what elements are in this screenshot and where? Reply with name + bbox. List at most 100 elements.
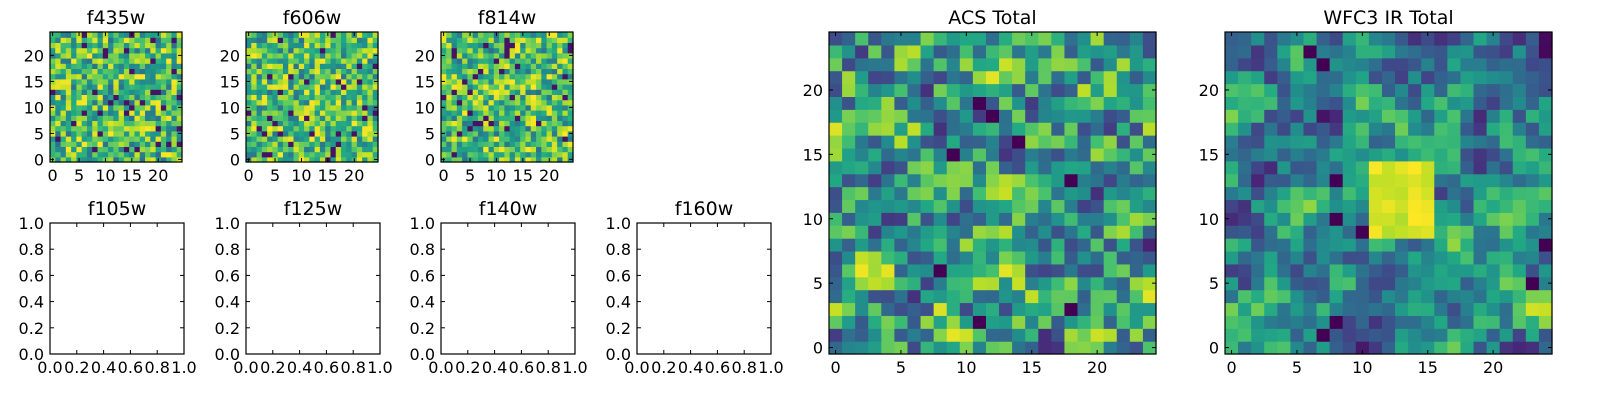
heatmap-cell: [829, 263, 843, 278]
heatmap-cell: [71, 120, 77, 127]
heatmap-cell: [309, 94, 316, 101]
heatmap-cell: [546, 94, 553, 101]
heatmap-cell: [176, 58, 183, 64]
heatmap-cell: [525, 52, 532, 59]
heatmap-cell: [514, 115, 521, 121]
heatmap-cell: [81, 89, 88, 95]
heatmap-cell: [251, 115, 258, 121]
heatmap-cell: [55, 52, 62, 59]
heatmap-cell: [108, 37, 114, 43]
heatmap-cell: [562, 89, 569, 95]
heatmap-cell: [1290, 289, 1305, 304]
heatmap-cell: [456, 78, 463, 85]
heatmap-cell: [1395, 122, 1409, 136]
heatmap-cell: [282, 89, 289, 95]
heatmap-cell: [1251, 147, 1265, 162]
heatmap-cell: [1264, 83, 1278, 97]
heatmap-cell: [907, 70, 922, 85]
heatmap-cell: [113, 120, 120, 127]
heatmap-cell: [1381, 122, 1396, 136]
heatmap-cell: [76, 120, 83, 127]
heatmap-cell: [1395, 109, 1409, 123]
heatmap-cell: [985, 32, 1000, 46]
heatmap-cell: [456, 130, 463, 137]
heatmap-cell: [171, 58, 178, 64]
heatmap-cell: [176, 94, 183, 101]
heatmap-cell: [536, 94, 542, 101]
heatmap-cell: [504, 63, 511, 69]
heatmap-cell: [541, 84, 548, 90]
heatmap-cell: [118, 141, 125, 147]
heatmap-cell: [304, 42, 310, 49]
heatmap-cell: [1303, 199, 1318, 213]
heatmap-cell: [325, 99, 332, 106]
heatmap-cell: [372, 94, 379, 101]
heatmap-cell: [1103, 57, 1118, 72]
heatmap-cell: [356, 146, 363, 153]
heatmap-cell: [160, 115, 167, 121]
heatmap-cell: [920, 238, 935, 252]
x-tick-label: 0.2: [455, 358, 480, 377]
heatmap-cell: [123, 115, 130, 121]
heatmap-cell: [1051, 199, 1066, 213]
heatmap-cell: [166, 63, 173, 69]
heatmap-cell: [139, 52, 146, 59]
heatmap-cell: [1368, 44, 1383, 59]
heatmap-cell: [1290, 32, 1305, 46]
heatmap-cell: [171, 110, 178, 116]
y-tick-label: 15: [803, 145, 823, 164]
heatmap-cell: [55, 110, 62, 116]
axes-frame: [245, 31, 379, 163]
heatmap-cell: [462, 125, 468, 132]
heatmap-cell: [1129, 44, 1144, 59]
heatmap-cell: [441, 146, 447, 153]
heatmap-cell: [81, 136, 88, 142]
heatmap-cell: [92, 42, 99, 49]
heatmap-cell: [1238, 32, 1252, 46]
heatmap-cell: [362, 110, 369, 116]
heatmap-cell: [1103, 263, 1118, 278]
heatmap-cell: [1421, 263, 1435, 278]
heatmap-cell: [319, 141, 326, 147]
heatmap-cell: [362, 89, 369, 95]
heatmap-cell: [1251, 315, 1265, 329]
heatmap-cell: [362, 73, 369, 80]
heatmap-cell: [346, 68, 353, 75]
heatmap-cell: [829, 289, 843, 304]
heatmap-cell: [71, 99, 77, 106]
heatmap-cell: [1525, 44, 1540, 59]
heatmap-cell: [894, 289, 909, 304]
heatmap-cell: [277, 58, 284, 64]
heatmap-cell: [1277, 109, 1291, 123]
heatmap-cell: [123, 89, 130, 95]
heatmap-cell: [346, 37, 353, 43]
heatmap-cell: [367, 58, 374, 64]
heatmap-cell: [330, 42, 337, 49]
heatmap-cell: [118, 125, 125, 132]
heatmap-cell: [551, 141, 558, 147]
heatmap-cell: [97, 115, 104, 121]
heatmap-cell: [113, 47, 120, 54]
heatmap-cell: [1012, 302, 1026, 316]
heatmap-cell: [65, 120, 72, 127]
heatmap-cell: [108, 68, 114, 75]
heatmap-cell: [551, 78, 558, 85]
heatmap-cell: [267, 151, 273, 158]
heatmap-cell: [536, 156, 542, 163]
heatmap-cell: [1447, 109, 1462, 123]
heatmap-cell: [1129, 122, 1144, 136]
heatmap-cell: [462, 32, 468, 38]
y-tick-label: 0: [813, 339, 823, 358]
heatmap-cell: [855, 276, 869, 291]
heatmap-cell: [1355, 96, 1370, 110]
heatmap-cell: [108, 156, 114, 163]
heatmap-cell: [1225, 238, 1239, 252]
heatmap-cell: [71, 37, 77, 43]
heatmap-cell: [346, 136, 353, 142]
heatmap-cell: [314, 84, 321, 90]
heatmap-cell: [1395, 173, 1409, 188]
heatmap-cell: [134, 32, 141, 38]
heatmap-cell: [1290, 70, 1305, 85]
heatmap-cell: [1303, 276, 1318, 291]
heatmap-cell: [108, 32, 114, 38]
